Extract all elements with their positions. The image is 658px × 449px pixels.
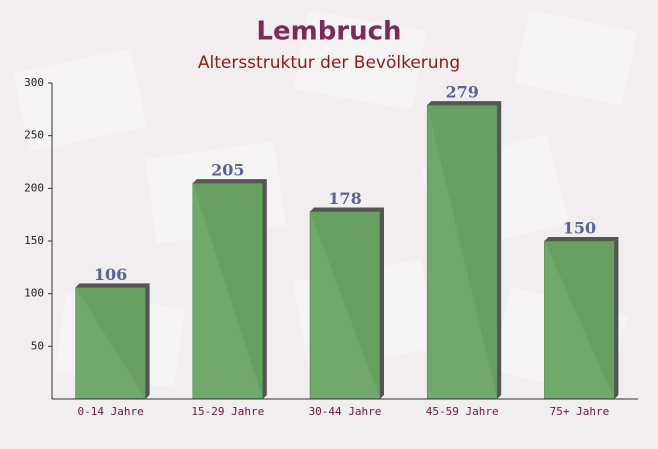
bar <box>309 211 381 400</box>
x-tick-label: 45-59 Jahre <box>426 405 499 418</box>
value-label: 279 <box>445 83 478 102</box>
x-tick-label: 15-29 Jahre <box>191 405 264 418</box>
value-label: 150 <box>563 219 596 238</box>
y-tick-label: 250 <box>24 129 44 142</box>
bar <box>192 182 264 400</box>
chart-title: Lembruch <box>256 17 401 47</box>
chart-subtitle: Altersstruktur der Bevölkerung <box>198 53 460 73</box>
bar <box>426 104 498 400</box>
y-tick-label: 150 <box>24 234 44 247</box>
y-tick-label: 100 <box>24 287 44 300</box>
value-label: 106 <box>94 265 127 284</box>
value-label: 205 <box>211 161 244 180</box>
y-tick-label: 50 <box>31 339 44 352</box>
value-label: 178 <box>328 189 361 208</box>
bar <box>75 287 146 400</box>
y-tick-label: 300 <box>24 76 44 89</box>
y-tick-label: 200 <box>24 181 44 194</box>
x-tick-label: 75+ Jahre <box>550 405 610 418</box>
bar <box>544 240 615 400</box>
x-tick-label: 0-14 Jahre <box>77 405 143 418</box>
x-tick-label: 30-44 Jahre <box>309 405 382 418</box>
